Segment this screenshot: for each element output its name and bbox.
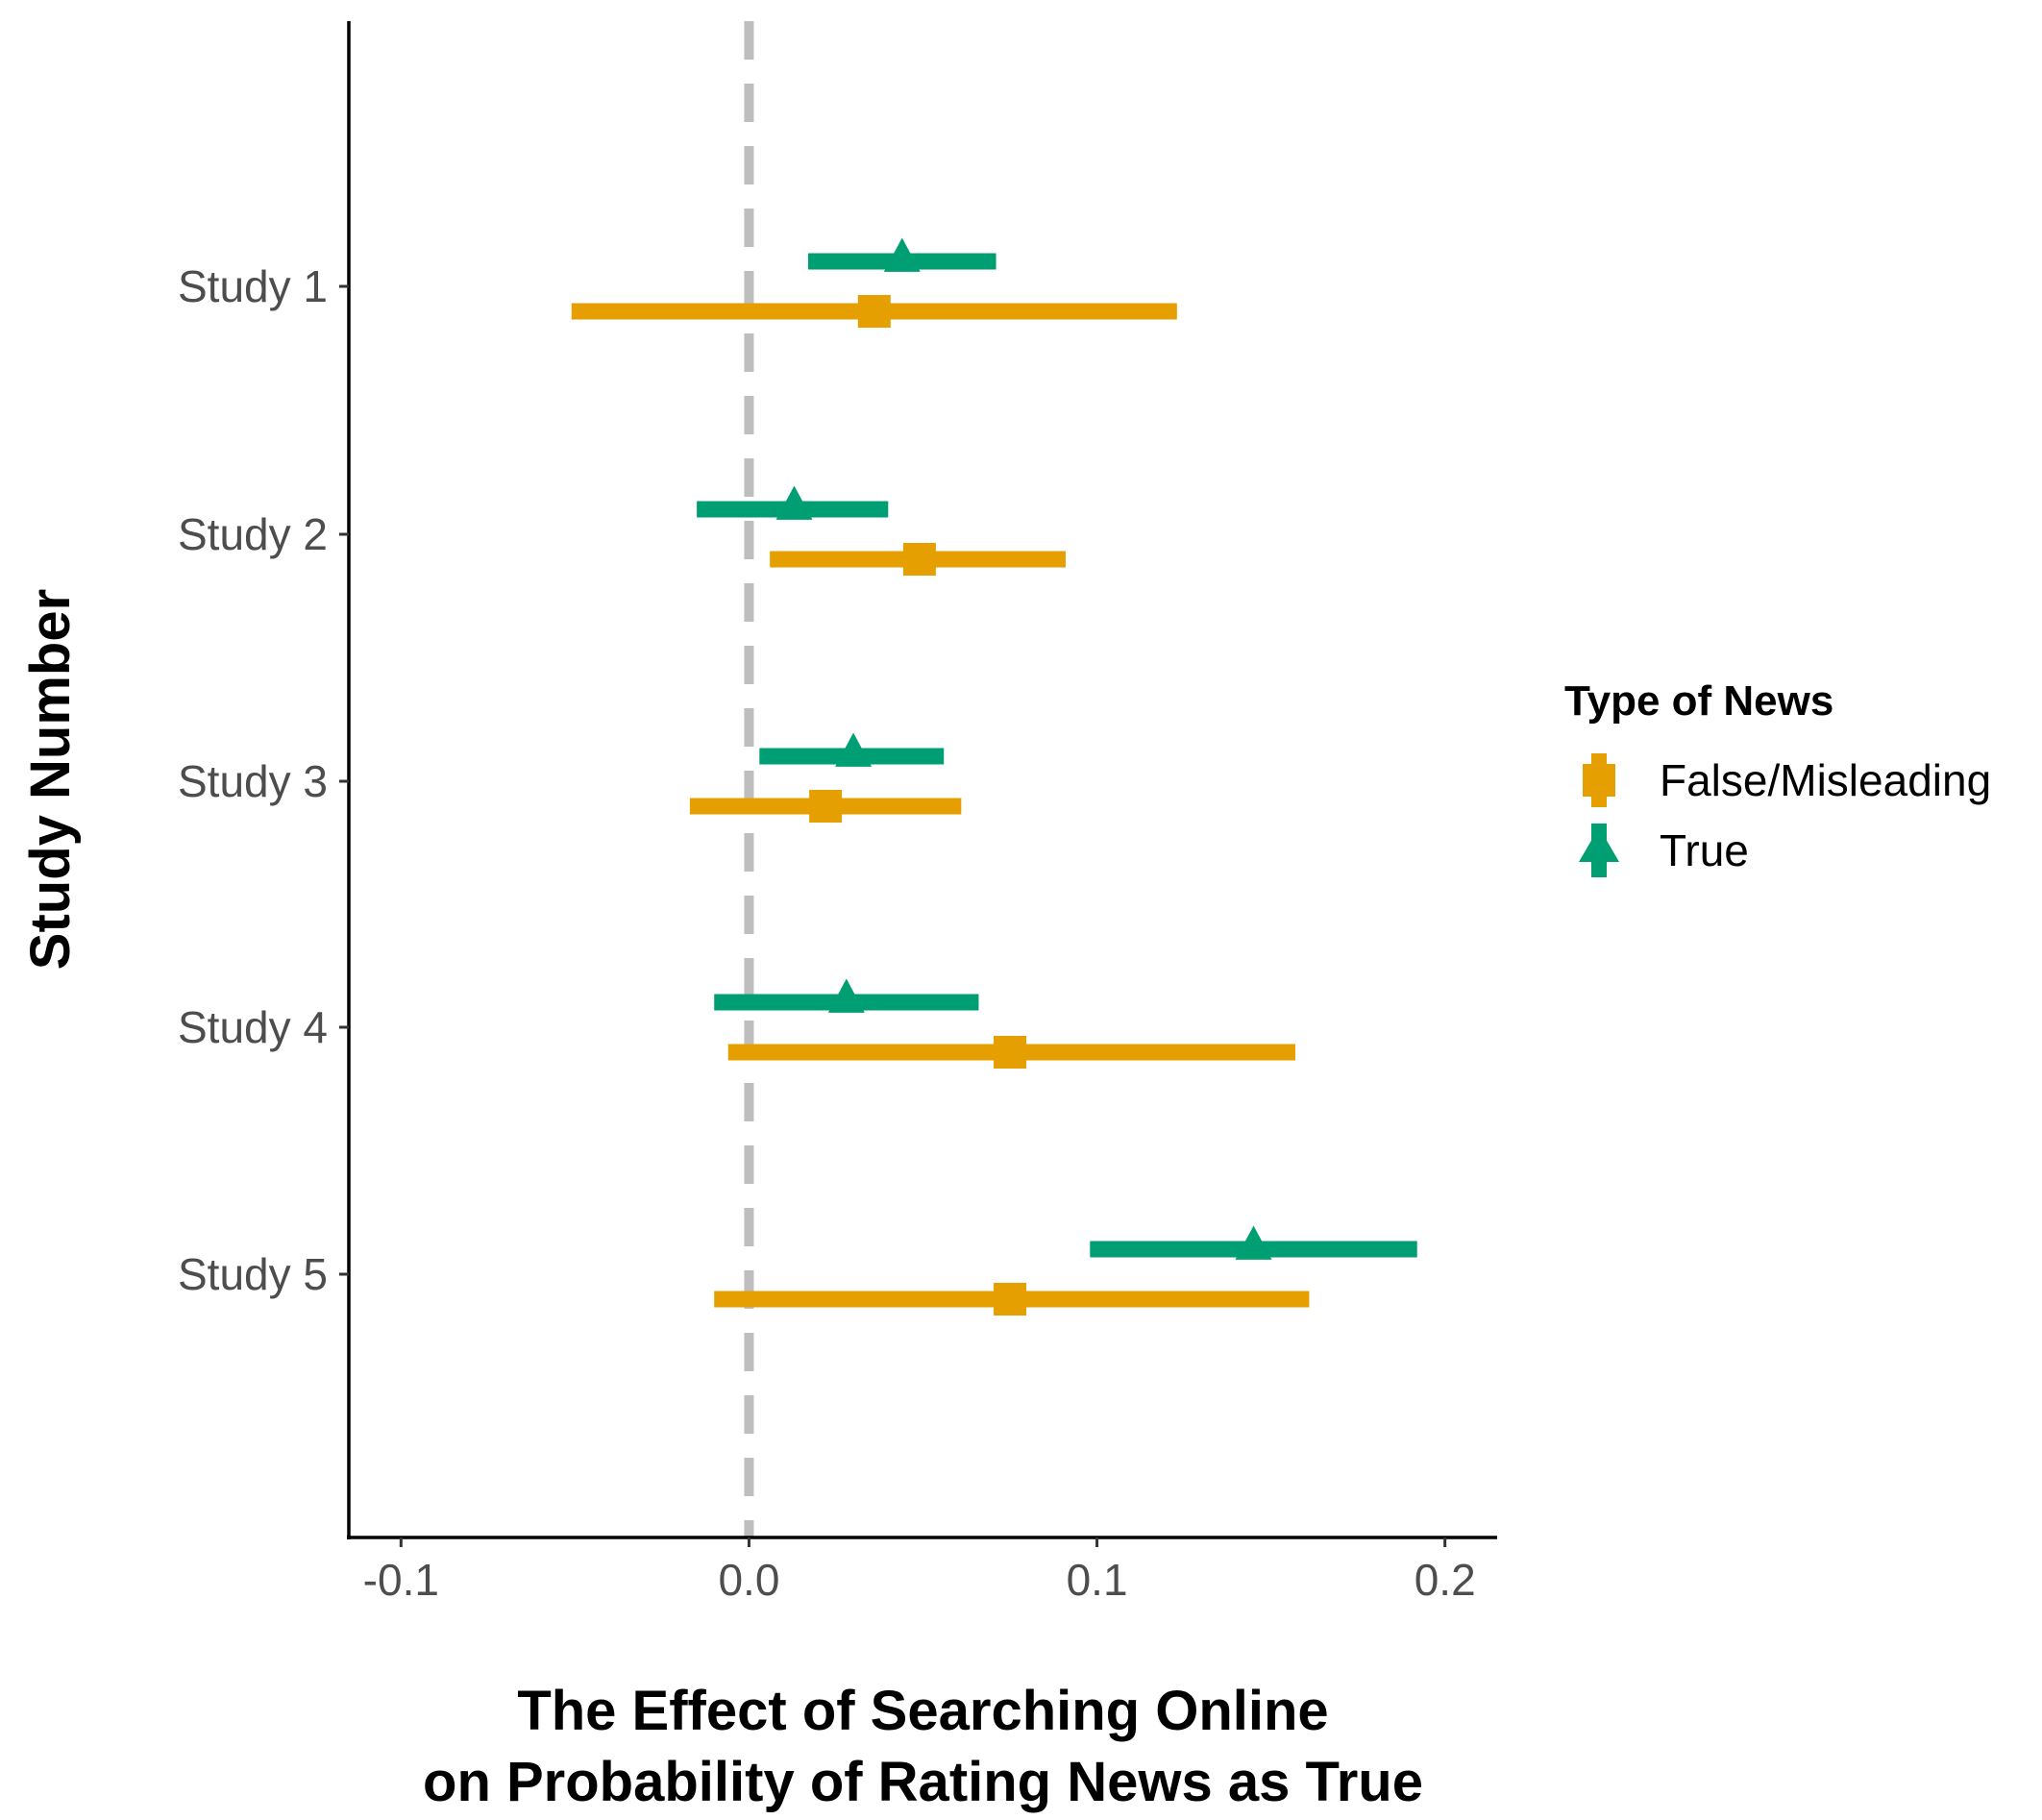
y-tick-label: Study 4 [178,1002,328,1052]
plot-area [571,21,1417,1537]
legend-title: Type of News [1564,677,1833,725]
estimate-square-false-study-2 [902,543,936,576]
x-tick-label: -0.1 [363,1555,439,1605]
x-axis-title-line-2: on Probability of Rating News as True [423,1751,1423,1813]
estimate-square-false-study-5 [994,1283,1027,1316]
x-tick-label: 0.0 [718,1555,779,1605]
y-tick-label: Study 5 [178,1249,328,1299]
x-tick-label: 0.2 [1415,1555,1476,1605]
estimate-triangle-true-study-1 [883,237,921,272]
estimate-square-false-study-4 [994,1036,1027,1069]
estimate-square-false-study-3 [809,790,843,823]
x-axis-title-line-1: The Effect of Searching Online [517,1680,1328,1742]
axes: Study 1 Study 2 Study 3 Study 4 Study 5 -0.1 0… [19,21,1497,1813]
legend: Type of News False/Misleading True [1564,677,1991,877]
legend-label-true: True [1660,825,1749,875]
x-tick-label: 0.1 [1067,1555,1128,1605]
estimate-triangle-true-study-3 [835,732,873,767]
legend-key-square-false [1583,764,1615,797]
y-axis-title: Study Number [19,589,82,970]
legend-label-false: False/Misleading [1660,755,1991,805]
y-tick-label: Study 2 [178,509,328,559]
estimate-triangle-true-study-2 [775,485,813,520]
estimate-triangle-true-study-4 [827,978,865,1013]
y-tick-label: Study 1 [178,261,328,311]
estimate-triangle-true-study-5 [1235,1225,1272,1260]
estimate-square-false-study-1 [857,295,891,328]
legend-key-triangle-true [1579,827,1619,862]
y-tick-label: Study 3 [178,756,328,806]
